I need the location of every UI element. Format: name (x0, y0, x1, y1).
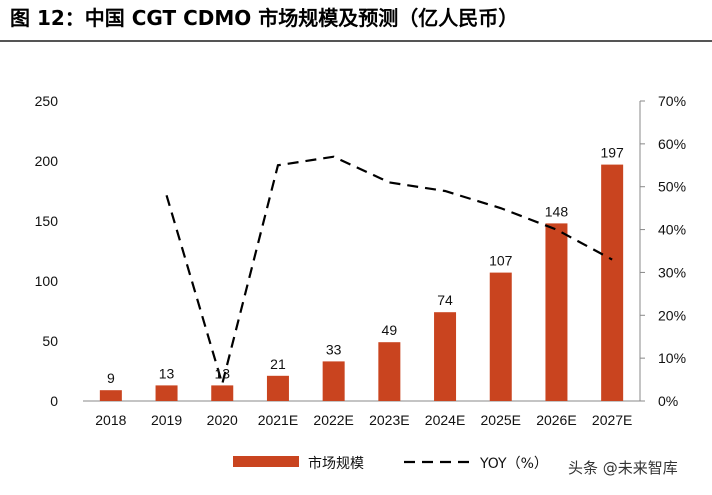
right-y-tick-label: 50% (658, 179, 686, 195)
title-divider (0, 40, 712, 42)
left-y-tick-label: 150 (35, 213, 59, 229)
left-y-tick-label: 200 (35, 153, 59, 169)
x-tick-label: 2020 (207, 412, 238, 428)
x-tick-label: 2023E (369, 412, 409, 428)
bar (211, 385, 234, 401)
x-tick-label: 2022E (313, 412, 353, 428)
data-labels-group: 9 13 13 21 33 49 74 107 148 197 (107, 145, 624, 387)
bar-data-label: 197 (600, 145, 624, 161)
bar (378, 342, 401, 401)
x-tick-label: 2025E (481, 412, 521, 428)
right-y-tick-label: 10% (658, 350, 686, 366)
right-y-tick-label: 60% (658, 136, 686, 152)
bar-data-label: 13 (214, 365, 230, 381)
x-tick-label: 2026E (536, 412, 576, 428)
bar (322, 361, 345, 401)
bar (155, 385, 178, 401)
watermark: 头条 @未来智库 (568, 459, 678, 477)
right-y-tick-label: 40% (658, 222, 686, 238)
bar-data-label: 33 (326, 341, 342, 357)
left-y-tick-label: 250 (35, 93, 59, 109)
right-y-tick-label: 30% (658, 264, 686, 280)
bar-data-label: 21 (270, 356, 286, 372)
legend-bar-label: 市场规模 (308, 455, 364, 472)
left-y-tick-label: 50 (42, 333, 58, 349)
x-tick-label: 2027E (592, 412, 632, 428)
bar (434, 312, 457, 401)
bar-data-label: 9 (107, 370, 115, 386)
right-y-tick-label: 0% (658, 393, 678, 409)
x-tick-label: 2024E (425, 412, 465, 428)
yoy-line-group (165, 155, 613, 389)
bar (99, 390, 122, 401)
left-y-tick-label: 0 (50, 393, 58, 409)
legend-line-label: YOY（%） (479, 456, 548, 472)
yoy-line (165, 155, 613, 389)
bar-data-label: 13 (159, 365, 175, 381)
legend-group: 市场规模 YOY（%） (233, 455, 548, 472)
bar-data-label: 148 (545, 203, 569, 219)
right-y-tick-label: 70% (658, 93, 686, 109)
bar-data-label: 49 (382, 322, 398, 338)
x-tick-label: 2021E (258, 412, 298, 428)
chart-title: 图 12：中国 CGT CDMO 市场规模及预测（亿人民币） (10, 6, 519, 30)
bar (266, 375, 289, 401)
left-y-tick-label: 100 (35, 273, 59, 289)
bar (489, 272, 512, 401)
x-tick-label: 2019 (151, 412, 182, 428)
x-tick-label: 2018 (95, 412, 126, 428)
legend-bar-swatch (233, 456, 299, 467)
bar-data-label: 107 (489, 253, 513, 269)
bar (601, 164, 624, 401)
bar-data-label: 74 (437, 292, 453, 308)
bar (545, 223, 568, 401)
axes-group: 0 50 100 150 200 250 0% 10% 20% 30% 40% 50% 60% 70% 20… (35, 93, 686, 428)
right-y-tick-label: 20% (658, 307, 686, 323)
bars-group (99, 164, 624, 401)
